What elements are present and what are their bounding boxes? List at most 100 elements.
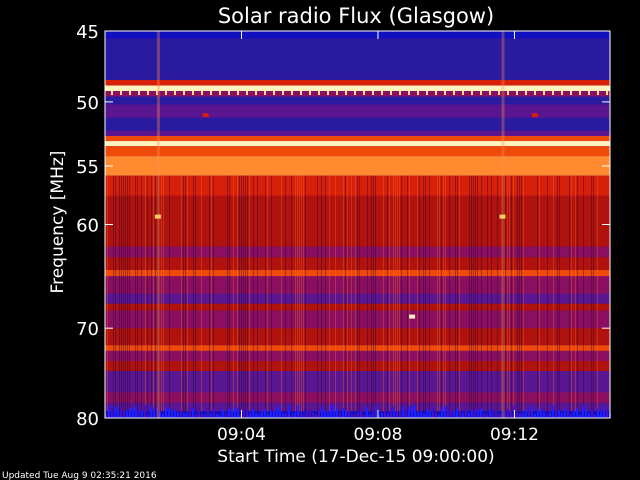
noise-spike [270, 410, 272, 418]
noise-spike [558, 409, 560, 418]
interference-dot [534, 91, 536, 95]
noise-spike [213, 408, 215, 418]
streak [239, 175, 240, 412]
noise-spike [411, 406, 413, 418]
noise-spike [354, 414, 356, 418]
streak [597, 175, 598, 412]
streak [325, 175, 326, 412]
noise-spike [522, 413, 524, 418]
streak [557, 175, 558, 412]
streak [303, 175, 304, 412]
streak [163, 175, 164, 412]
interference-dot [525, 91, 527, 95]
y-tick-label: 55 [76, 157, 99, 178]
updated-timestamp: Updated Tue Aug 9 02:35:21 2016 [2, 471, 157, 480]
noise-spike [528, 407, 530, 418]
interference-dot [606, 91, 608, 95]
streak [559, 175, 560, 412]
streak [119, 175, 120, 412]
streak [583, 175, 584, 412]
noise-spike [579, 414, 581, 418]
interference-dot [579, 91, 581, 95]
streak [513, 175, 514, 412]
streak [245, 175, 246, 412]
noise-spike [408, 406, 410, 418]
noise-spike [423, 413, 425, 418]
streak [129, 175, 130, 412]
interference-dot [543, 91, 545, 95]
streak [253, 175, 254, 412]
interference-dot [174, 91, 176, 95]
noise-spike [138, 405, 140, 418]
streak [145, 175, 146, 412]
hotspot-marker [202, 113, 209, 118]
frequency-band [105, 91, 610, 97]
frequency-band [105, 130, 610, 136]
noise-spike [450, 409, 452, 418]
noise-spike [276, 407, 278, 418]
frequency-band [105, 293, 610, 304]
noise-spike [402, 406, 404, 418]
streak [537, 175, 538, 412]
noise-spike [318, 408, 320, 418]
streak [455, 175, 456, 412]
streak [417, 175, 418, 412]
interference-dot [201, 91, 203, 95]
noise-spike [603, 405, 605, 418]
noise-spike [447, 406, 449, 418]
interference-dot [597, 91, 599, 95]
interference-dot [246, 91, 248, 95]
noise-spike [465, 407, 467, 418]
frequency-band [105, 38, 610, 80]
streak [355, 175, 356, 412]
noise-spike [324, 409, 326, 418]
noise-spike [180, 410, 182, 418]
interference-dot [507, 91, 509, 95]
noise-spike [222, 409, 224, 418]
interference-dot [552, 91, 554, 95]
frequency-band [105, 224, 610, 247]
noise-spike [459, 411, 461, 418]
noise-spike [312, 412, 314, 418]
streak [107, 175, 108, 412]
noise-spike [285, 413, 287, 418]
streak [181, 175, 182, 412]
streak [335, 175, 336, 412]
noise-spike [117, 407, 119, 418]
hotspot-marker [409, 314, 416, 319]
noise-spike [186, 412, 188, 418]
noise-spike [570, 414, 572, 418]
streak [329, 175, 330, 412]
streak [509, 175, 510, 412]
y-tick-label: 70 [76, 319, 99, 340]
noise-spike [207, 406, 209, 418]
noise-spike [492, 408, 494, 418]
spectrogram-image [105, 31, 611, 418]
frequency-band [105, 276, 610, 294]
frequency-band [105, 135, 610, 142]
streak [397, 175, 398, 412]
noise-spike [264, 408, 266, 418]
interference-dot [282, 91, 284, 95]
noise-spike [486, 413, 488, 418]
streak [209, 175, 210, 412]
noise-spike [564, 408, 566, 418]
noise-spike [441, 406, 443, 418]
noise-spike [147, 414, 149, 418]
noise-spike [576, 408, 578, 418]
streak [357, 175, 358, 412]
interference-dot [417, 91, 419, 95]
interference-dot [183, 91, 185, 95]
interference-dot [426, 91, 428, 95]
streak [487, 175, 488, 412]
streak [577, 175, 578, 412]
streak [233, 175, 234, 412]
streak [267, 175, 268, 412]
streak [477, 175, 478, 412]
interference-dot [228, 91, 230, 95]
streak [147, 175, 148, 412]
interference-dot [156, 91, 158, 95]
noise-spike [363, 414, 365, 418]
noise-spike [552, 406, 554, 418]
noise-spike [420, 411, 422, 418]
